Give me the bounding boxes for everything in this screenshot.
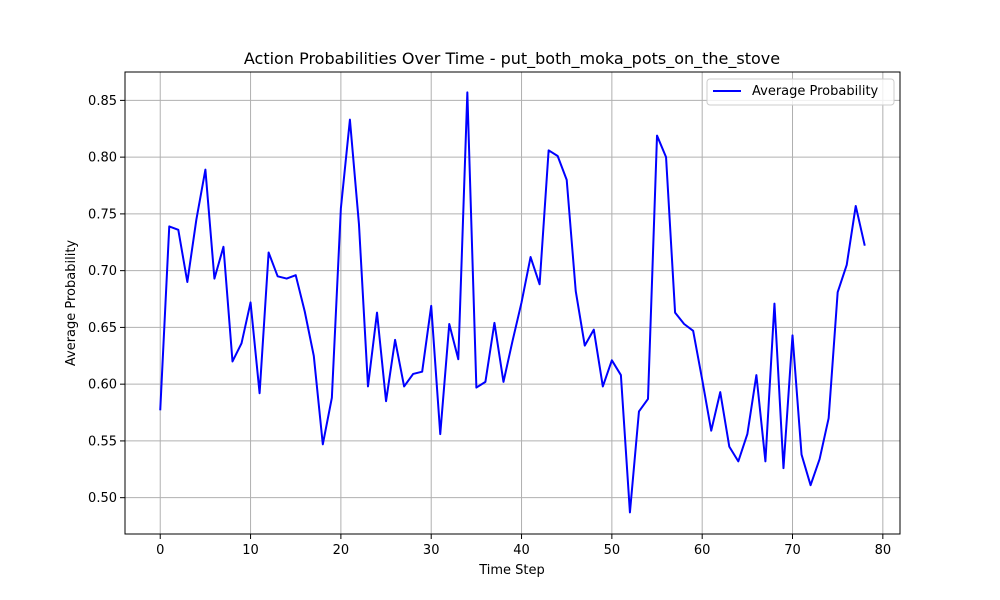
x-tick-label: 10 — [242, 543, 259, 558]
x-tick-label: 40 — [513, 543, 530, 558]
y-tick-label: 0.50 — [88, 491, 117, 506]
y-tick-label: 0.75 — [88, 207, 117, 222]
x-tick-label: 20 — [333, 543, 350, 558]
x-tick-label: 70 — [784, 543, 801, 558]
legend-box — [706, 78, 895, 106]
legend-label: Average Probability — [752, 84, 879, 99]
y-tick-label: 0.80 — [88, 151, 117, 166]
chart-title: Action Probabilities Over Time - put_bot… — [244, 49, 780, 69]
y-tick-label: 0.60 — [88, 378, 117, 393]
y-axis-ticks: 0.50 0.55 0.60 0.65 0.70 0.75 0.80 0.85 — [88, 94, 125, 506]
series-layer — [159, 91, 866, 514]
y-tick-label: 0.65 — [88, 321, 117, 336]
x-tick-label: 30 — [423, 543, 440, 558]
y-axis-label: Average Probability — [64, 240, 79, 367]
x-axis-ticks: 0 10 20 30 40 50 60 70 80 — [156, 534, 891, 558]
x-tick-label: 60 — [694, 543, 711, 558]
y-tick-label: 0.55 — [88, 434, 117, 449]
x-tick-label: 0 — [156, 543, 164, 558]
x-tick-label: 80 — [875, 543, 892, 558]
plot-area-frame — [124, 71, 901, 535]
y-tick-label: 0.85 — [88, 94, 117, 109]
x-axis-label: Time Step — [478, 563, 545, 578]
x-tick-label: 50 — [604, 543, 621, 558]
y-tick-label: 0.70 — [88, 264, 117, 279]
series-line-0 — [159, 91, 866, 514]
legend: Average Probability — [706, 78, 895, 106]
gridlines — [125, 72, 900, 534]
